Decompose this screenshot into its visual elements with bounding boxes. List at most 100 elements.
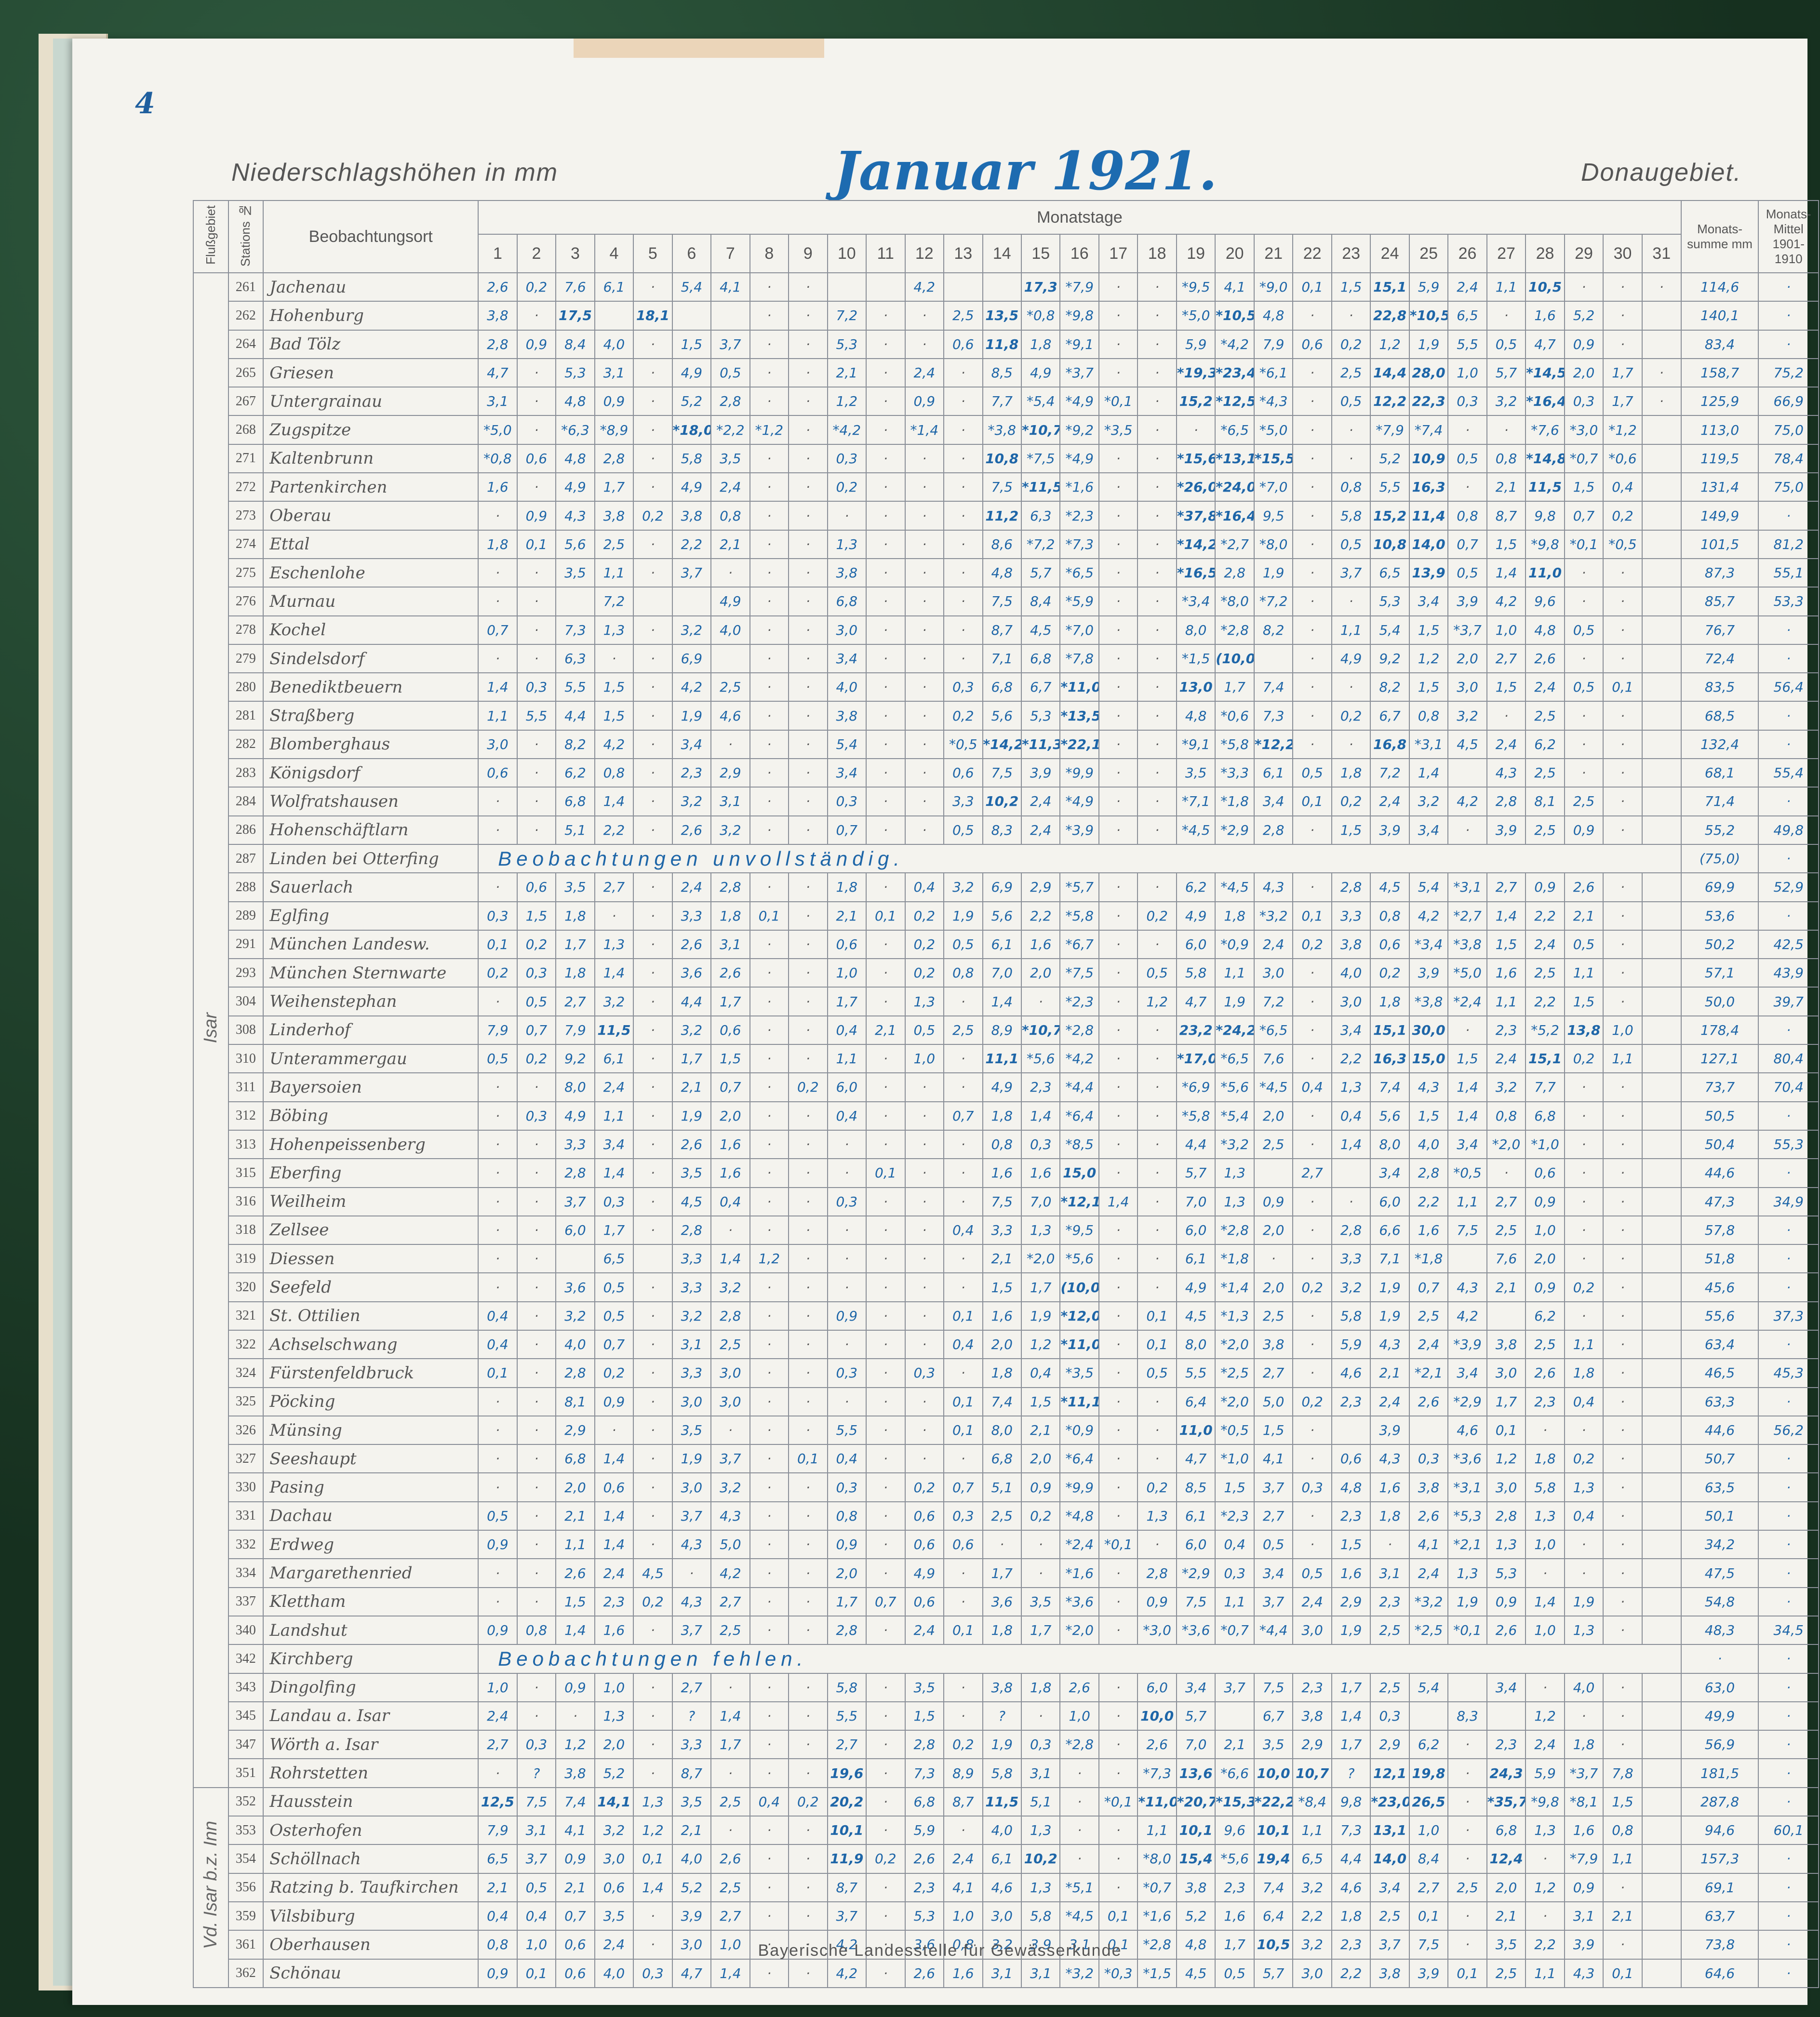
daily-value: *22,2 bbox=[1253, 1787, 1294, 1817]
month-sum: 72,4 bbox=[1680, 643, 1759, 674]
daily-value: 1,1 bbox=[1486, 272, 1526, 302]
daily-value: · bbox=[866, 1215, 906, 1245]
daily-value: 3,0 bbox=[671, 1472, 712, 1502]
daily-value: *7,0 bbox=[1253, 472, 1294, 502]
daily-value: · bbox=[1447, 1901, 1487, 1931]
daily-value: *3,5 bbox=[1059, 1358, 1099, 1388]
daily-value: 1,4 bbox=[594, 958, 634, 988]
station-name: Kaltenbrunn bbox=[263, 443, 479, 474]
daily-value: 0,7 bbox=[1564, 501, 1604, 531]
daily-value: 1,7 bbox=[555, 929, 595, 960]
daily-value: 3,8 bbox=[1331, 929, 1371, 960]
daily-value: · bbox=[749, 729, 790, 760]
daily-value: · bbox=[943, 1272, 983, 1302]
daily-value: · bbox=[904, 1187, 945, 1216]
daily-value: 2,4 bbox=[1370, 787, 1410, 816]
daily-value: 10,0 bbox=[1137, 1701, 1177, 1731]
daily-value: · bbox=[943, 1187, 983, 1216]
daily-value: · bbox=[478, 1101, 518, 1131]
month-mean-1901-1910: 56,2 bbox=[1758, 1415, 1819, 1445]
daily-value: 2,6 bbox=[904, 1844, 945, 1874]
daily-value: 3,2 bbox=[594, 987, 634, 1016]
daily-value: 1,4 bbox=[710, 1701, 750, 1731]
daily-value: 2,5 bbox=[1564, 787, 1604, 816]
station-number: 278 bbox=[228, 615, 264, 645]
daily-value: 5,5 bbox=[1176, 1358, 1216, 1388]
daily-value: · bbox=[633, 815, 673, 845]
daily-value: 2,4 bbox=[1486, 729, 1526, 760]
daily-value: · bbox=[1641, 358, 1682, 388]
daily-value: *5,6 bbox=[1215, 1844, 1255, 1874]
daily-value: · bbox=[749, 1587, 790, 1616]
daily-value: 0,5 bbox=[516, 1872, 557, 1902]
daily-value: *11,3 bbox=[1020, 729, 1061, 760]
daily-value: · bbox=[943, 1558, 983, 1588]
month-mean-1901-1910: · bbox=[1758, 272, 1819, 302]
daily-value: · bbox=[1098, 1472, 1138, 1502]
table-row: 322 Achselschwang 0,4 · 4,0 0,7 · 3,1 2,5 · · · · · 0,… bbox=[193, 1329, 1819, 1360]
daily-value: 0,4 bbox=[1564, 1387, 1604, 1416]
daily-value: · bbox=[904, 758, 945, 788]
daily-value: *6,7 bbox=[1059, 929, 1099, 960]
daily-value: 0,5 bbox=[516, 987, 557, 1016]
daily-value: · bbox=[749, 1701, 790, 1731]
daily-value: 2,6 bbox=[1137, 1730, 1177, 1760]
daily-value: · bbox=[866, 358, 906, 388]
daily-value: 0,5 bbox=[1137, 958, 1177, 988]
daily-value: *7,4 bbox=[1408, 415, 1449, 445]
daily-value: · bbox=[1292, 958, 1332, 988]
daily-value: 2,9 bbox=[1370, 1730, 1410, 1760]
daily-value: 7,6 bbox=[1253, 1044, 1294, 1074]
daily-value: 2,5 bbox=[1253, 1301, 1294, 1331]
daily-value: 4,8 bbox=[555, 443, 595, 474]
table-row: 332 Erdweg 0,9 · 1,1 1,4 · 4,3 5,0 · · 0,9 · 0,6 0,6 · ·… bbox=[193, 1530, 1819, 1560]
daily-value: 5,5 bbox=[516, 701, 557, 731]
daily-value: 0,6 bbox=[555, 1958, 595, 1988]
daily-value: 14,4 bbox=[1370, 358, 1410, 388]
daily-value: 0,1 bbox=[866, 901, 906, 931]
daily-value: *9,1 bbox=[1059, 329, 1099, 359]
daily-value: 1,5 bbox=[1486, 529, 1526, 559]
page-title: Januar 1921. bbox=[834, 140, 1218, 202]
daily-value: · bbox=[1098, 1872, 1138, 1902]
daily-value: · bbox=[633, 1444, 673, 1474]
daily-value: 16,8 bbox=[1370, 729, 1410, 760]
daily-value: 2,5 bbox=[594, 529, 634, 559]
daily-value: 15,0 bbox=[1408, 1044, 1449, 1074]
daily-value: 2,3 bbox=[1525, 1387, 1565, 1416]
daily-value: · bbox=[1137, 1215, 1177, 1245]
daily-value: *4,5 bbox=[1059, 1901, 1099, 1931]
daily-value: *5,0 bbox=[1253, 415, 1294, 445]
daily-value: *5,7 bbox=[1059, 872, 1099, 902]
daily-value: 3,0 bbox=[478, 729, 518, 760]
daily-value: 2,6 bbox=[1059, 1672, 1099, 1702]
daily-value: 10,8 bbox=[982, 443, 1022, 474]
daily-value: 5,5 bbox=[555, 672, 595, 702]
daily-value: 2,1 bbox=[1370, 1358, 1410, 1388]
daily-value: · bbox=[1603, 987, 1643, 1016]
daily-value: · bbox=[749, 1158, 790, 1188]
daily-value bbox=[555, 1244, 595, 1274]
daily-value: 4,5 bbox=[1176, 1958, 1216, 1988]
daily-value: *12,1 bbox=[1059, 1187, 1099, 1216]
basin-label: Vd. Isar b.z. Inn bbox=[193, 1787, 229, 1988]
daily-value: 5,3 bbox=[1020, 701, 1061, 731]
daily-value: 0,5 bbox=[1292, 758, 1332, 788]
daily-value: · bbox=[516, 1415, 557, 1445]
daily-value: 2,6 bbox=[1408, 1387, 1449, 1416]
daily-value: · bbox=[1447, 1844, 1487, 1874]
daily-value: 3,4 bbox=[1447, 1358, 1487, 1388]
daily-value: 2,2 bbox=[1525, 1930, 1565, 1960]
daily-value: 7,2 bbox=[1253, 987, 1294, 1016]
daily-value: 0,1 bbox=[866, 1158, 906, 1188]
daily-value: 30,0 bbox=[1408, 1015, 1449, 1045]
daily-value: 1,1 bbox=[1331, 615, 1371, 645]
daily-value: 1,3 bbox=[1564, 1615, 1604, 1645]
station-number: 331 bbox=[228, 1501, 264, 1531]
daily-value: 0,9 bbox=[478, 1958, 518, 1988]
daily-value: 0,1 bbox=[788, 1444, 828, 1474]
table-row: 326 Münsing · · 2,9 · · 3,5 · · · 5,5 · · 0,1 8,0 2,1 *0,… bbox=[193, 1415, 1819, 1445]
daily-value: 2,4 bbox=[671, 872, 712, 902]
daily-value: 0,4 bbox=[749, 1787, 790, 1817]
daily-value: 3,2 bbox=[1486, 387, 1526, 416]
